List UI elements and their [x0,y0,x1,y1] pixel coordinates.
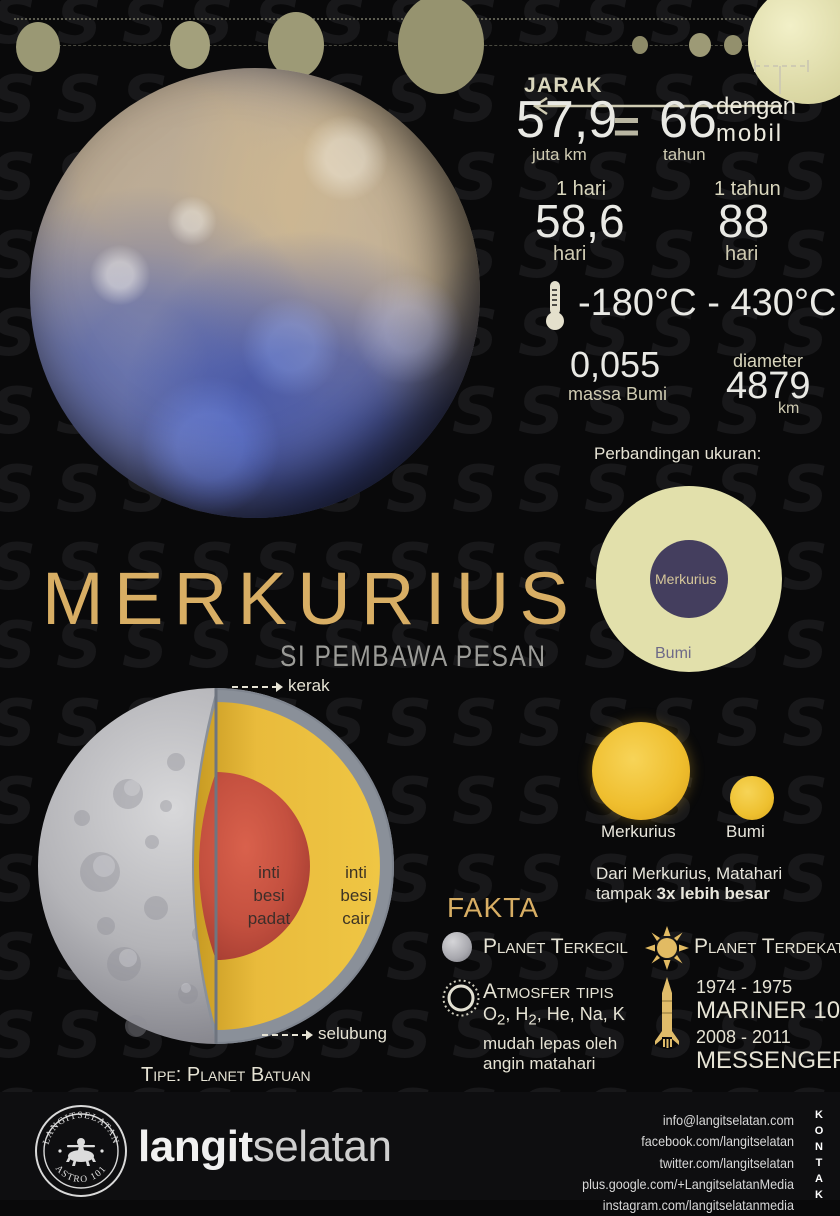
atmosphere-ring-icon [442,979,480,1017]
travel-mode-line2: mobil [716,120,783,147]
mission2-name: MESSENGER [696,1047,840,1074]
contact-twitter[interactable]: twitter.com/langitselatan [659,1154,794,1171]
earth-size-label: Bumi [655,645,692,662]
kontak-letter: O [814,1124,824,1137]
distance-bracket [754,60,809,94]
years-unit: tahun [663,145,706,164]
sun-icon [645,926,689,970]
crust-arrow-head [276,682,283,692]
distance-unit: juta km [532,145,587,164]
sun-from-earth-label: Bumi [726,822,765,841]
contact-instagram[interactable]: instagram.com/langitselatanmedia [602,1197,794,1214]
size-comparison-heading: Perbandingan ukuran: [594,444,762,463]
planet-dot-uranus [170,21,210,69]
seal-centaur-figure [66,1138,96,1166]
footer-contacts: info@langitselatan.com facebook.com/lang… [464,1110,794,1216]
kontak-letter: A [815,1172,823,1185]
page-title: MERKURIUS [42,557,580,640]
page-subtitle: SI PEMBAWA PESAN [280,640,547,673]
day-caption: 1 hari [556,178,607,200]
facts-heading: FAKTA [447,892,540,923]
outer-core-label: inti besi cair [340,863,372,928]
mantle-label: selubung [318,1024,388,1043]
mantle-arrow-head [306,1030,313,1040]
brand-langit: langit [138,1122,253,1171]
fact-atmosphere-note1: mudah lepas oleh [483,1034,618,1053]
diameter-value: 4879 [726,365,811,407]
brand-selatan: selatan [252,1122,392,1171]
fact-atmosphere-note2: angin matahari [483,1054,596,1073]
planet-dot-earth [689,33,711,57]
mercury-size-circle [650,540,728,618]
brand-wordmark: langitselatan [138,1122,392,1172]
sun-note-line2: tampak 3x lebih besar [596,884,770,904]
sun-note-line1: Dari Merkurius, Matahari [596,864,783,883]
moon-gray-icon [442,932,472,962]
contact-email[interactable]: info@langitselatan.com [662,1112,794,1128]
planet-type-label: Tipe: Planet Batuan [141,1064,311,1086]
year-unit: hari [725,243,759,265]
diameter-caption: diameter [733,351,804,371]
kontak-letter: K [815,1109,823,1121]
langitselatan-seal-logo[interactable]: LANGITSELATAN ASTRO 101 [34,1104,128,1198]
kontak-letter: T [815,1156,823,1169]
inner-core-label: inti besi padat [247,863,291,928]
years-value: 66 [659,91,717,149]
temperature-range: -180°C - 430°C [578,282,837,324]
contact-googleplus[interactable]: plus.google.com/+LangitselatanMedia [582,1175,794,1192]
sun-from-earth-circle [730,776,774,820]
thermometer-icon [546,281,564,330]
planet-dot-venus [724,35,742,55]
distance-label: JARAK [524,74,603,97]
sun-note-prefix: tampak [596,884,657,903]
mission2-years: 2008 - 2011 [696,1027,791,1047]
sun-from-mercury-label: Merkurius [601,822,676,841]
kontak-letter: N [815,1140,823,1153]
distance-arrow [532,96,782,116]
planet-dot-neptune [16,22,60,72]
mercury-photo [30,68,480,518]
contact-facebook[interactable]: facebook.com/langitselatan [641,1133,794,1150]
mass-unit: massa Bumi [568,384,668,404]
rocket-icon [655,977,679,1048]
year-value: 88 [718,195,770,247]
footer-bar [0,1092,840,1200]
fact-smallest-planet-label: Planet Terkecil [483,935,628,958]
planet-dot-mars [632,36,648,54]
planet-dot-jupiter [398,0,484,94]
fact-atmosphere-formula: O2, H2, He, Na, K [483,1004,625,1029]
mass-value: 0,055 [570,344,661,385]
day-unit: hari [553,243,587,265]
mission1-years: 1974 - 1975 [696,977,793,997]
mantle-arrow-line [262,1034,308,1036]
year-caption: 1 tahun [714,178,781,200]
sun-note-strong: 3x lebih besar [656,884,770,903]
crust-arrow-line [232,686,278,688]
kontak-letter: K [815,1188,823,1201]
crust-label: kerak [288,676,330,695]
day-value: 58,6 [535,195,625,247]
travel-mode-line1: dengan [716,93,797,120]
sun-from-mercury-circle [592,722,690,820]
planet-dot-saturn [268,12,324,78]
diameter-unit: km [778,400,800,417]
fact-atmosphere-label: Atmosfer tipis [483,980,614,1003]
fact-closest-planet-label: Planet Terdekat [694,935,840,958]
mission1-name: MARINER 10 [696,997,840,1024]
interior-cutaway-diagram [36,676,426,1056]
mercury-size-label: Merkurius [655,571,717,587]
distance-value: 57,9 [516,91,618,149]
equals-sign: = [613,100,640,152]
